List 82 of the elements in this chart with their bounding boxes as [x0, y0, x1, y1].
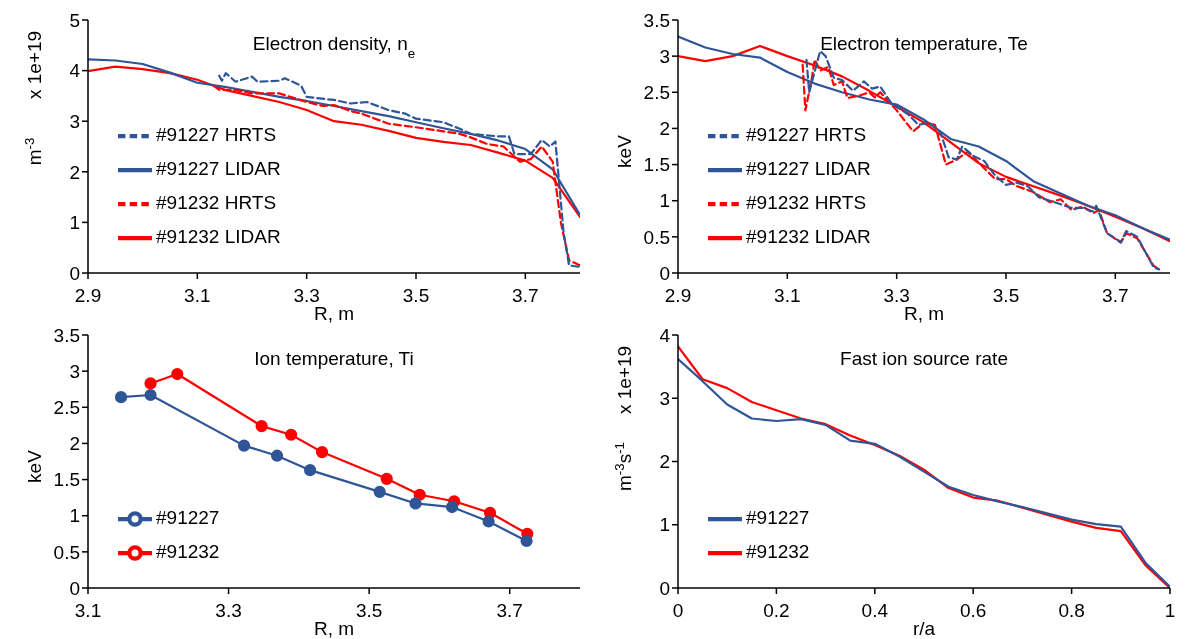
- y-tick-label: 0: [69, 262, 80, 284]
- y-tick-label: 4: [69, 60, 81, 82]
- y-tick-label: 3: [659, 387, 670, 409]
- y-tick-label: 2.5: [643, 82, 670, 104]
- x-axis-title: r/a: [912, 618, 936, 639]
- x-tick-label: 3.7: [1102, 285, 1129, 307]
- x-tick-label: 0.6: [959, 600, 987, 622]
- point: [114, 391, 128, 404]
- point: [409, 497, 422, 510]
- y-tick-label: 3: [659, 45, 670, 67]
- y-tick-label: 2: [659, 118, 670, 140]
- y-tick-label: 1: [659, 190, 670, 212]
- y-tick-label: 3: [69, 110, 80, 132]
- legend-label: #91227 LIDAR: [156, 158, 281, 180]
- x-tick-label: 0.8: [1058, 600, 1085, 622]
- point: [171, 367, 184, 381]
- x-tick-label: 3.1: [184, 285, 211, 307]
- point: [520, 534, 533, 548]
- legend-label: #91232: [156, 541, 220, 563]
- text: x 1e+19: [24, 30, 45, 100]
- y-tick-label: 5: [69, 9, 80, 31]
- y-axis-title: keV: [24, 449, 45, 483]
- x-tick-label: 0.2: [763, 600, 790, 622]
- x-tick-label: 3.3: [215, 600, 242, 622]
- point: [315, 446, 329, 459]
- y-tick-label: 2: [69, 161, 80, 183]
- text: Electron temperature, Te: [820, 33, 1028, 54]
- y-tick-label: 0: [659, 577, 670, 599]
- y-tick-label: 1.5: [53, 469, 80, 491]
- y-tick-label: 2: [69, 433, 80, 455]
- y-tick-label: 0: [69, 577, 80, 599]
- legend-label: #91227: [746, 507, 810, 529]
- legend-label: #91227 HRTS: [746, 124, 867, 146]
- y-tick-label: 0.5: [53, 541, 80, 563]
- legend-label: #91227 HRTS: [156, 124, 277, 146]
- x-tick-label: 3.1: [774, 285, 801, 307]
- point: [237, 439, 251, 452]
- y-tick-label: 3.5: [53, 324, 80, 346]
- point: [255, 419, 268, 433]
- point: [144, 388, 157, 402]
- point: [373, 485, 386, 498]
- point: [380, 472, 393, 485]
- x-tick-label: 3.5: [355, 600, 383, 622]
- y-tick-label: 1: [69, 505, 80, 527]
- x-tick-label: 3.7: [496, 600, 523, 622]
- legend-label: #91227 LIDAR: [746, 158, 871, 180]
- x-tick-label: 3.1: [74, 600, 102, 622]
- legend-label: #91227: [156, 507, 220, 529]
- legend-label: #91232 HRTS: [156, 192, 277, 214]
- x-tick-label: 3.5: [992, 285, 1020, 307]
- y-tick-label: 3: [69, 360, 80, 382]
- legend-label: #91232 LIDAR: [746, 226, 871, 248]
- point: [482, 515, 495, 528]
- text: Ion temperature, Ti: [254, 348, 414, 369]
- x-tick-label: 0.4: [861, 600, 889, 622]
- text: Fast ion source rate: [840, 348, 1008, 369]
- y-tick-label: 4: [659, 324, 671, 346]
- text: x 1e+19: [614, 345, 635, 415]
- y-tick-label: 1: [659, 514, 670, 536]
- point: [144, 377, 157, 390]
- y-tick-label: 0.5: [643, 226, 670, 248]
- y-tick-label: 1.5: [643, 154, 670, 176]
- x-tick-label: 2.9: [74, 285, 102, 307]
- point: [270, 449, 284, 462]
- y-axis-title: keV: [614, 134, 635, 168]
- x-tick-label: 3.7: [512, 285, 539, 307]
- y-tick-label: 0: [659, 262, 670, 284]
- y-tick-label: 1: [69, 212, 80, 234]
- point: [304, 464, 317, 477]
- legend-label: #91232 LIDAR: [156, 226, 281, 248]
- x-tick-label: 1: [1164, 600, 1176, 622]
- point: [445, 500, 459, 514]
- x-axis-title: R, m: [313, 618, 355, 639]
- point: [285, 428, 298, 441]
- legend-label: #91232: [746, 541, 810, 563]
- text: Electron density, n$_{e}$: [252, 33, 416, 61]
- x-tick-label: 3.5: [402, 285, 430, 307]
- y-tick-label: 2.5: [53, 397, 80, 419]
- x-tick-label: 2.9: [664, 285, 692, 307]
- legend-label: #91232 HRTS: [746, 192, 867, 214]
- y-tick-label: 3.5: [643, 9, 670, 31]
- y-tick-label: 2: [659, 451, 670, 473]
